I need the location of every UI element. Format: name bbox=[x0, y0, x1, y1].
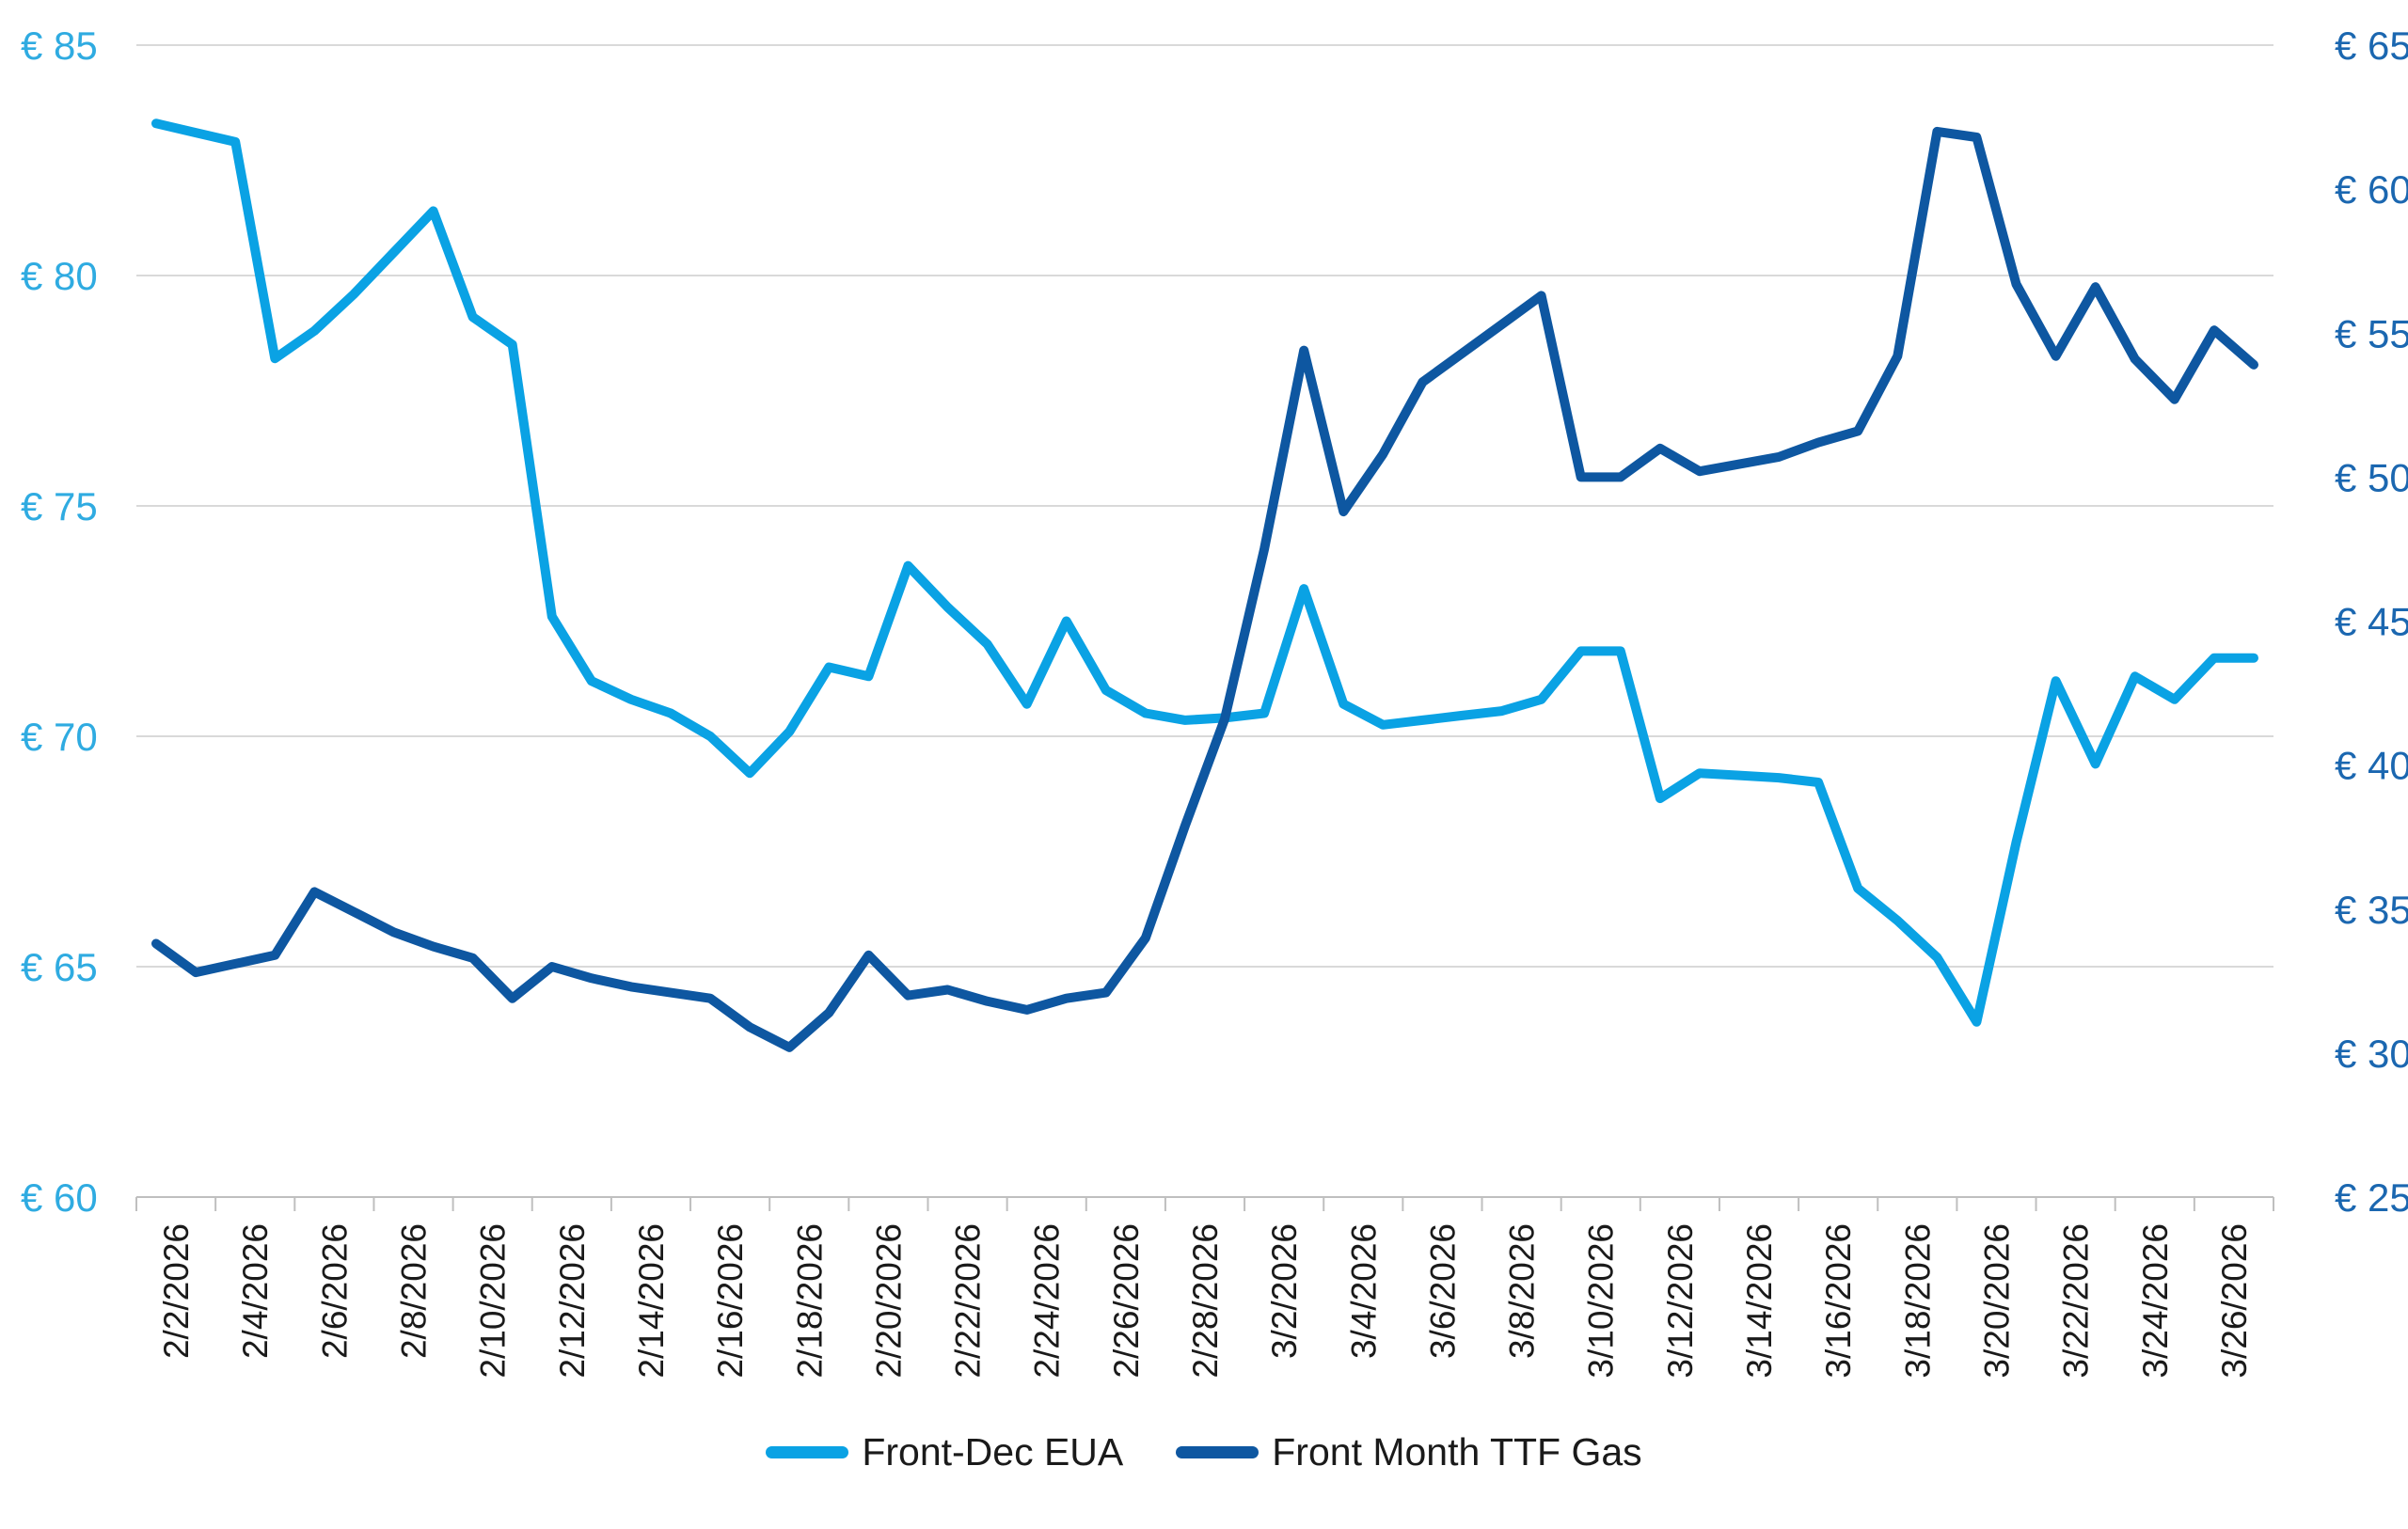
line-front-dec-eua bbox=[151, 118, 2258, 1027]
right-axis-label-45: € 45 bbox=[2335, 600, 2408, 644]
left-axis-label-65: € 65 bbox=[21, 945, 98, 989]
legend-swatch-front-month-ttf-gas bbox=[1176, 1446, 1259, 1458]
x-axis-label-2/22/2026: 2/22/2026 bbox=[949, 1223, 988, 1379]
x-axis-label-3/20/2026: 3/20/2026 bbox=[1977, 1223, 2016, 1379]
x-axis-label-2/2/2026: 2/2/2026 bbox=[157, 1223, 196, 1359]
right-axis-label-50: € 50 bbox=[2335, 455, 2408, 499]
left-axis-label-80: € 80 bbox=[21, 254, 98, 298]
right-axis-label-55: € 55 bbox=[2335, 311, 2408, 355]
x-axis-label-3/12/2026: 3/12/2026 bbox=[1661, 1223, 1700, 1379]
x-axis-label-3/16/2026: 3/16/2026 bbox=[1819, 1223, 1858, 1379]
x-axis-label-2/6/2026: 2/6/2026 bbox=[315, 1223, 354, 1359]
x-axis-label-2/28/2026: 2/28/2026 bbox=[1186, 1223, 1225, 1379]
x-axis-label-2/26/2026: 2/26/2026 bbox=[1107, 1223, 1146, 1379]
x-axis-label-3/22/2026: 3/22/2026 bbox=[2057, 1223, 2096, 1379]
x-axis-label-3/2/2026: 3/2/2026 bbox=[1265, 1223, 1304, 1359]
right-axis-label-60: € 60 bbox=[2335, 167, 2408, 212]
legend-label-front-month-ttf-gas: Front Month TTF Gas bbox=[1272, 1430, 1642, 1474]
left-axis-label-75: € 75 bbox=[21, 484, 98, 528]
legend-swatch-front-dec-eua bbox=[766, 1446, 849, 1458]
x-axis-label-3/18/2026: 3/18/2026 bbox=[1898, 1223, 1937, 1379]
legend-label-front-dec-eua: Front-Dec EUA bbox=[862, 1430, 1124, 1474]
x-axis-label-2/24/2026: 2/24/2026 bbox=[1028, 1223, 1067, 1379]
right-axis-labels: € 65 € 60 € 55 € 50 € 45 € 40 € 35 € 30 € 25 bbox=[2335, 24, 2408, 1220]
right-axis-label-65: € 65 bbox=[2335, 24, 2408, 68]
x-axis-label-3/24/2026: 3/24/2026 bbox=[2136, 1223, 2175, 1379]
series-lines bbox=[151, 118, 2258, 1052]
x-axis-label-3/10/2026: 3/10/2026 bbox=[1582, 1223, 1621, 1379]
x-axis-label-2/8/2026: 2/8/2026 bbox=[395, 1223, 434, 1359]
gridlines bbox=[136, 44, 2273, 968]
left-axis-label-60: € 60 bbox=[21, 1175, 98, 1220]
x-axis-label-2/4/2026: 2/4/2026 bbox=[236, 1223, 275, 1359]
x-axis-label-2/14/2026: 2/14/2026 bbox=[632, 1223, 671, 1379]
legend-item-front-month-ttf-gas[interactable]: Front Month TTF Gas bbox=[1176, 1430, 1642, 1474]
x-axis-labels: 2/2/2026 2/4/2026 2/6/2026 2/8/2026 2/10/202… bbox=[157, 1223, 2254, 1379]
x-axis-label-2/20/2026: 2/20/2026 bbox=[869, 1223, 908, 1379]
x-axis-label-2/12/2026: 2/12/2026 bbox=[553, 1223, 592, 1379]
right-axis-label-25: € 25 bbox=[2335, 1175, 2408, 1220]
x-axis-label-3/14/2026: 3/14/2026 bbox=[1740, 1223, 1779, 1379]
x-axis-label-3/8/2026: 3/8/2026 bbox=[1503, 1223, 1542, 1359]
x-axis-label-2/10/2026: 2/10/2026 bbox=[474, 1223, 513, 1379]
x-axis-label-3/6/2026: 3/6/2026 bbox=[1423, 1223, 1462, 1359]
left-axis-labels: € 85 € 80 € 75 € 70 € 65 € 60 bbox=[21, 24, 98, 1220]
right-axis-label-35: € 35 bbox=[2335, 888, 2408, 932]
x-axis-label-3/26/2026: 3/26/2026 bbox=[2215, 1223, 2254, 1379]
x-axis-label-2/18/2026: 2/18/2026 bbox=[790, 1223, 829, 1379]
x-axis bbox=[135, 1196, 2274, 1211]
legend: Front-Dec EUA Front Month TTF Gas bbox=[0, 1433, 2408, 1472]
right-axis-label-30: € 30 bbox=[2335, 1032, 2408, 1076]
left-axis-label-70: € 70 bbox=[21, 715, 98, 759]
legend-item-front-dec-eua[interactable]: Front-Dec EUA bbox=[766, 1433, 1123, 1472]
x-axis-label-3/4/2026: 3/4/2026 bbox=[1344, 1223, 1383, 1359]
x-axis-label-2/16/2026: 2/16/2026 bbox=[711, 1223, 750, 1379]
line-front-month-ttf-gas bbox=[151, 126, 2258, 1052]
right-axis-label-40: € 40 bbox=[2335, 744, 2408, 788]
left-axis-label-85: € 85 bbox=[21, 24, 98, 68]
